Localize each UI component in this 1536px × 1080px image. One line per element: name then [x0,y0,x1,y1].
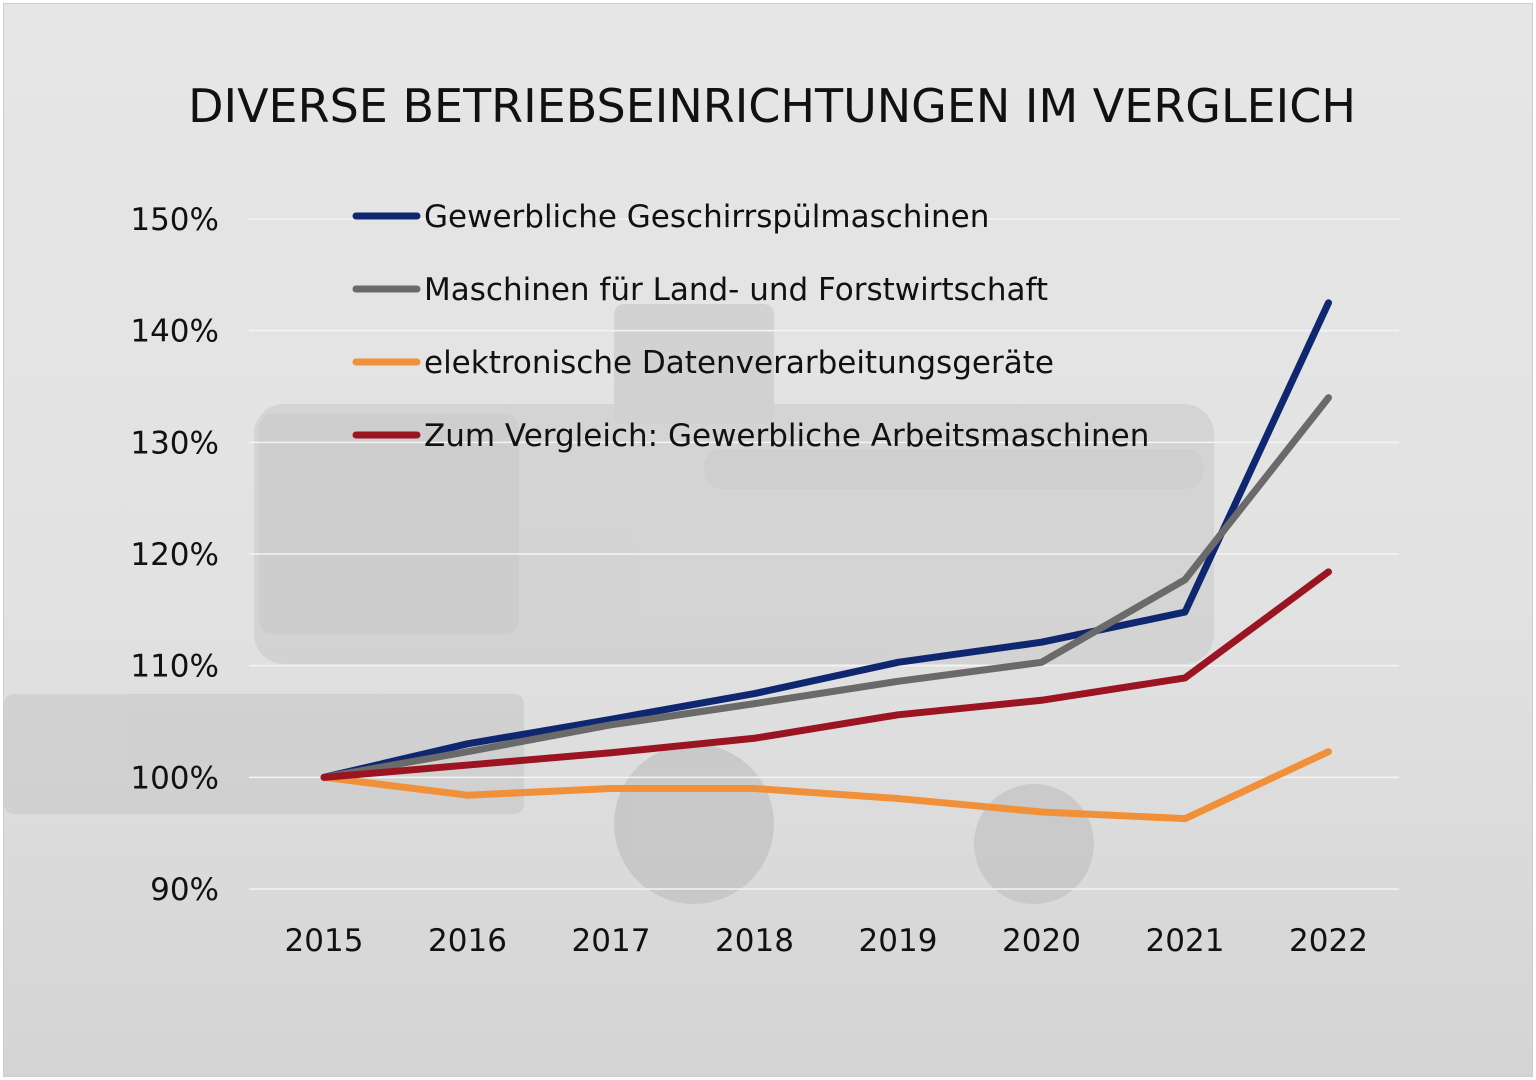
line-chart: DIVERSE BETRIEBSEINRICHTUNGEN IM VERGLEI… [4,79,1399,959]
x-tick-label: 2021 [1146,923,1225,959]
x-tick-label: 2016 [428,923,507,959]
harvester-grain-tank [614,304,774,424]
x-tick-label: 2017 [572,923,651,959]
series-lines [320,299,1332,823]
harvester-wheel-front [614,744,774,904]
legend: Gewerbliche Geschirrspülmaschinen Maschin… [352,199,1149,454]
y-tick-label: 90% [150,872,219,908]
x-axis-tick-labels: 2015 2016 2017 2018 2019 2020 2021 2022 [285,923,1368,959]
series-line [320,568,1332,781]
series-line [320,299,1332,781]
y-tick-label: 140% [130,314,219,350]
y-tick-label: 100% [130,760,219,796]
y-tick-label: 150% [130,202,219,238]
x-tick-label: 2022 [1289,923,1368,959]
x-tick-label: 2020 [1002,923,1081,959]
y-axis-tick-labels: 90% 100% 110% 120% 130% 140% 150% [130,202,219,908]
background-harvester-image [4,304,1214,904]
y-tick-label: 130% [130,425,219,461]
series-line [320,748,1332,823]
x-tick-label: 2019 [859,923,938,959]
x-tick-label: 2018 [715,923,794,959]
chart-title: DIVERSE BETRIEBSEINRICHTUNGEN IM VERGLEI… [188,79,1356,133]
legend-label: Zum Vergleich: Gewerbliche Arbeitsmaschi… [424,418,1149,454]
y-tick-label: 110% [130,649,219,685]
x-tick-label: 2015 [285,923,364,959]
chart-frame: DIVERSE BETRIEBSEINRICHTUNGEN IM VERGLEI… [3,3,1533,1077]
gridlines [249,218,1399,890]
legend-label: Maschinen für Land- und Forstwirtschaft [424,272,1048,308]
legend-label: elektronische Datenverarbeitungsgeräte [424,345,1054,381]
series-line [320,394,1332,781]
harvester-cab [259,414,519,634]
harvester-wheel-rear [974,784,1094,904]
y-tick-label: 120% [130,537,219,573]
harvester-unloader [704,449,1204,489]
legend-label: Gewerbliche Geschirrspülmaschinen [424,199,989,235]
